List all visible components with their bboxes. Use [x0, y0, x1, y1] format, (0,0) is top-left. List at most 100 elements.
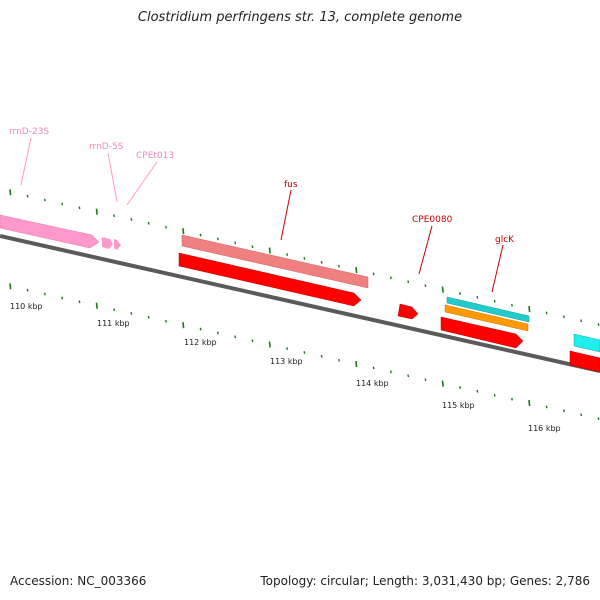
upper-tick — [580, 319, 583, 323]
lower-tick — [303, 351, 306, 354]
upper-tick — [562, 315, 565, 319]
upper-tick — [61, 202, 64, 206]
upper-tick — [286, 253, 289, 256]
upper-tick — [528, 305, 531, 313]
lower-tick — [147, 315, 150, 319]
lower-tick — [113, 308, 116, 312]
fus-feature[interactable] — [181, 234, 369, 289]
edge-cds-feature[interactable] — [569, 350, 600, 373]
lower-tick — [78, 300, 81, 304]
lower-tick — [43, 292, 46, 296]
CPEt013-feature[interactable] — [114, 239, 121, 250]
lower-tick — [355, 361, 358, 368]
rrnD-23S-label: rrnD-23S — [9, 127, 49, 137]
lower-tick — [338, 358, 340, 362]
upper-tick — [26, 194, 29, 198]
upper-tick — [441, 286, 444, 293]
lower-tick — [459, 386, 462, 389]
lower-tick — [511, 397, 513, 401]
lower-tick — [493, 393, 496, 397]
lower-tick — [545, 405, 548, 409]
edge-cyan-feature[interactable] — [573, 333, 600, 353]
CPEt013-label: CPEt013 — [136, 151, 174, 161]
upper-tick — [234, 241, 237, 245]
upper-tick — [95, 208, 98, 215]
upper-tick — [199, 233, 202, 237]
ruler-label-116: 116 kbp — [528, 424, 561, 433]
lower-tick — [182, 322, 185, 329]
accession-text: Accession: NC_003366 — [10, 574, 147, 588]
upper-tick — [372, 272, 375, 276]
upper-tick — [476, 295, 479, 299]
lower-tick — [268, 341, 271, 348]
CPE0080-leader — [418, 225, 433, 275]
lower-tick — [165, 319, 167, 323]
upper-tick — [320, 260, 323, 264]
upper-tick — [545, 311, 548, 315]
lower-tick — [580, 413, 583, 417]
upper-tick — [268, 247, 271, 254]
upper-tick — [355, 267, 358, 274]
lower-tick — [130, 312, 133, 315]
upper-tick — [147, 221, 150, 225]
upper-tick — [407, 280, 410, 284]
glcK-leader — [491, 244, 504, 293]
glcK-cyan-feature[interactable] — [446, 296, 530, 323]
lower-tick — [26, 288, 29, 292]
upper-tick — [511, 303, 513, 307]
upper-tick — [389, 276, 392, 280]
upper-tick — [78, 206, 81, 210]
fus-label: fus — [284, 180, 298, 190]
lower-tick — [251, 339, 254, 343]
upper-tick — [113, 214, 116, 218]
ruler-label-113: 113 kbp — [270, 357, 303, 366]
upper-tick — [424, 284, 427, 288]
upper-tick — [493, 299, 496, 303]
lower-tick — [234, 335, 237, 339]
CPE0080-feature[interactable] — [397, 303, 419, 320]
lower-tick — [286, 347, 289, 350]
upper-tick-row — [9, 189, 600, 326]
ruler-label-115: 115 kbp — [442, 401, 475, 410]
ruler-label-114: 114 kbp — [356, 379, 389, 388]
glcK-cds-feature[interactable] — [440, 316, 524, 349]
lower-tick — [389, 370, 392, 374]
lower-tick — [216, 331, 219, 335]
rrnD-5S-feature[interactable] — [102, 237, 113, 249]
upper-tick — [165, 225, 167, 229]
lower-tick — [528, 399, 531, 407]
lower-tick-row — [9, 283, 600, 420]
lower-tick — [597, 417, 600, 420]
CPEt013-leader — [126, 161, 158, 206]
map-title: Clostridium perfringens str. 13, complet… — [137, 10, 463, 25]
rrnD-5S-label: rrnD-5S — [89, 142, 124, 152]
CPE0080-label: CPE0080 — [412, 215, 453, 225]
genome-backbone — [0, 234, 600, 373]
rrnD-23S-feature[interactable] — [0, 214, 100, 249]
glcK-label: glcK — [495, 235, 515, 245]
upper-tick — [216, 237, 219, 241]
ruler-label-110: 110 kbp — [10, 302, 43, 311]
lower-tick — [424, 378, 427, 382]
lower-tick — [61, 296, 64, 300]
ruler-label-111: 111 kbp — [97, 319, 130, 328]
ruler-label-112: 112 kbp — [184, 338, 217, 347]
upper-tick — [130, 218, 133, 221]
lower-tick — [562, 409, 565, 413]
lower-tick — [476, 389, 479, 393]
glcK-orange-feature[interactable] — [444, 304, 529, 332]
lower-tick — [372, 366, 375, 370]
fus-cds-feature[interactable] — [178, 252, 362, 307]
upper-tick — [182, 228, 185, 235]
lower-tick — [9, 283, 12, 290]
lower-tick — [441, 380, 444, 387]
upper-tick — [338, 264, 340, 268]
upper-tick — [9, 189, 12, 196]
lower-tick — [320, 354, 323, 358]
upper-tick — [597, 323, 600, 326]
upper-tick — [303, 257, 306, 260]
lower-tick — [199, 327, 202, 331]
upper-tick — [43, 198, 46, 202]
fus-leader — [280, 189, 292, 241]
